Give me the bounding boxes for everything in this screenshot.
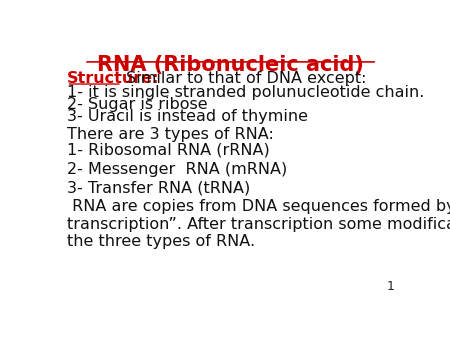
Text: RNA (Ribonucleic acid): RNA (Ribonucleic acid) <box>97 55 364 75</box>
Text: 2- Messenger  RNA (mRNA): 2- Messenger RNA (mRNA) <box>67 162 287 177</box>
Text: 2- Sugar is ribose: 2- Sugar is ribose <box>67 97 207 112</box>
Text: 3- Transfer RNA (tRNA): 3- Transfer RNA (tRNA) <box>67 180 250 195</box>
Text: There are 3 types of RNA:: There are 3 types of RNA: <box>67 127 274 142</box>
Text: 1- Ribosomal RNA (rRNA): 1- Ribosomal RNA (rRNA) <box>67 143 270 158</box>
Text: Similar to that of DNA except:: Similar to that of DNA except: <box>121 71 366 86</box>
Text: 3- Uracil is instead of thymine: 3- Uracil is instead of thymine <box>67 108 308 123</box>
Text: transcription”. After transcription some modifications occur to obtain: transcription”. After transcription some… <box>67 217 450 232</box>
Text: RNA are copies from DNA sequences formed by a process called “: RNA are copies from DNA sequences formed… <box>67 199 450 214</box>
Text: 1- it is single stranded polunucleotide chain.: 1- it is single stranded polunucleotide … <box>67 85 424 100</box>
Text: Structure:: Structure: <box>67 71 159 86</box>
Text: the three types of RNA.: the three types of RNA. <box>67 234 255 249</box>
Text: 1: 1 <box>387 280 395 293</box>
